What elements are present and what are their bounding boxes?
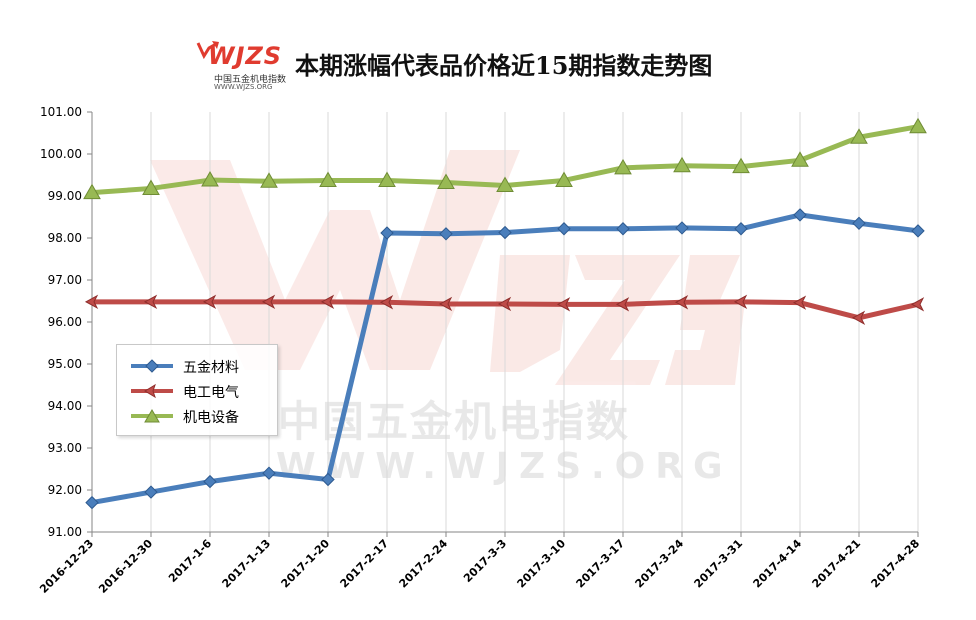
data-point-triangle — [673, 156, 691, 173]
data-point-diamond — [203, 474, 217, 489]
data-point-triangle — [83, 183, 101, 200]
legend-label-wujin: 五金材料 — [183, 360, 239, 376]
data-point-arrow — [379, 295, 394, 310]
data-point-triangle — [496, 176, 514, 192]
x-tick-label: 2017-3-10 — [515, 537, 569, 591]
data-point-triangle — [614, 158, 632, 175]
data-point-triangle — [791, 151, 809, 167]
x-tick-label: 2016-12-23 — [37, 537, 96, 596]
x-tick-label: 2017-2-17 — [338, 537, 392, 591]
data-point-arrow — [792, 295, 807, 310]
legend-marker-diamond-icon — [131, 359, 173, 373]
data-point-arrow — [615, 297, 630, 312]
y-tick-label: 93.00 — [48, 441, 82, 455]
x-tick-label: 2017-3-31 — [692, 537, 746, 591]
legend-marker-arrow-icon — [131, 383, 173, 399]
data-point-triangle — [378, 171, 396, 187]
data-point-diamond — [262, 466, 276, 480]
x-tick-label: 2017-3-24 — [633, 537, 687, 591]
chart-header: WJZS 中国五金机电指数 WWW.WJZS.ORG 本期涨幅代表品价格近15期… — [0, 34, 976, 94]
data-point-triangle — [555, 171, 573, 187]
data-point-triangle — [201, 171, 219, 187]
wjzs-logo: WJZS 中国五金机电指数 WWW.WJZS.ORG — [196, 36, 286, 92]
data-point-diamond — [911, 224, 925, 238]
data-point-arrow — [851, 310, 866, 326]
y-tick-label: 98.00 — [48, 231, 82, 245]
x-tick-label: 2017-3-3 — [461, 537, 509, 585]
x-tick-label: 2017-1-13 — [220, 537, 274, 591]
data-point-arrow — [733, 294, 748, 310]
logo-text: WJZS — [208, 42, 283, 70]
data-point-diamond — [439, 227, 453, 241]
data-point-arrow — [84, 294, 99, 310]
data-point-triangle — [437, 173, 455, 190]
legend-marker-triangle-icon — [131, 409, 173, 423]
data-point-diamond — [144, 485, 158, 499]
y-tick-label: 91.00 — [48, 525, 82, 539]
data-point-diamond — [734, 222, 748, 236]
x-tick-label: 2016-12-30 — [96, 537, 155, 596]
data-point-triangle — [732, 157, 750, 174]
data-point-diamond — [380, 226, 394, 240]
y-tick-label: 95.00 — [48, 357, 82, 371]
data-point-diamond — [321, 472, 335, 487]
chart-legend: 五金材料 电工电气 机电设备 — [116, 344, 278, 436]
data-point-diamond — [85, 495, 99, 510]
legend-label-diangong: 电工电气 — [183, 385, 239, 401]
data-point-triangle — [142, 179, 160, 195]
x-tick-label: 2017-1-20 — [279, 537, 333, 591]
legend-label-jidian: 机电设备 — [183, 410, 239, 426]
data-point-arrow — [497, 296, 512, 312]
data-point-arrow — [143, 294, 158, 310]
data-point-triangle — [909, 117, 927, 134]
data-point-triangle — [319, 171, 337, 187]
y-tick-label: 101.00 — [40, 105, 82, 119]
data-point-diamond — [675, 221, 689, 235]
y-tick-label: 97.00 — [48, 273, 82, 287]
watermark-logo-shape — [150, 150, 745, 385]
data-point-diamond — [557, 222, 571, 236]
logo-arrow-icon — [196, 41, 219, 60]
data-point-triangle — [850, 128, 868, 144]
data-point-arrow — [320, 294, 335, 310]
x-tick-label: 2017-4-28 — [869, 537, 923, 591]
x-tick-label: 2017-2-24 — [397, 537, 451, 591]
logo-subtitle: 中国五金机电指数 — [214, 75, 287, 85]
data-point-arrow — [556, 297, 571, 312]
x-tick-label: 2017-4-21 — [810, 537, 864, 591]
data-point-arrow — [910, 297, 925, 312]
data-point-diamond — [852, 216, 866, 231]
logo-url: WWW.WJZS.ORG — [214, 83, 273, 91]
data-point-diamond — [793, 208, 807, 222]
data-point-arrow — [202, 294, 217, 310]
y-tick-label: 100.00 — [40, 147, 82, 161]
y-tick-label: 94.00 — [48, 399, 82, 413]
x-tick-label: 2017-1-6 — [166, 537, 214, 585]
legend-item-wujin: 五金材料 — [117, 354, 277, 378]
data-point-arrow — [438, 296, 453, 312]
x-tick-label: 2017-3-17 — [574, 537, 628, 591]
legend-item-jidian: 机电设备 — [117, 404, 277, 428]
data-point-diamond — [616, 222, 630, 236]
data-point-triangle — [260, 172, 278, 188]
y-tick-label: 92.00 — [48, 483, 82, 497]
data-point-arrow — [261, 294, 276, 310]
chart-title: 本期涨幅代表品价格近15期指数走势图 — [295, 51, 713, 80]
data-point-arrow — [674, 295, 689, 310]
y-tick-label: 96.00 — [48, 315, 82, 329]
series-layer — [83, 117, 927, 510]
legend-item-diangong: 电工电气 — [117, 379, 277, 403]
x-tick-label: 2017-4-14 — [751, 537, 805, 591]
y-tick-label: 99.00 — [48, 189, 82, 203]
data-point-diamond — [498, 225, 512, 240]
